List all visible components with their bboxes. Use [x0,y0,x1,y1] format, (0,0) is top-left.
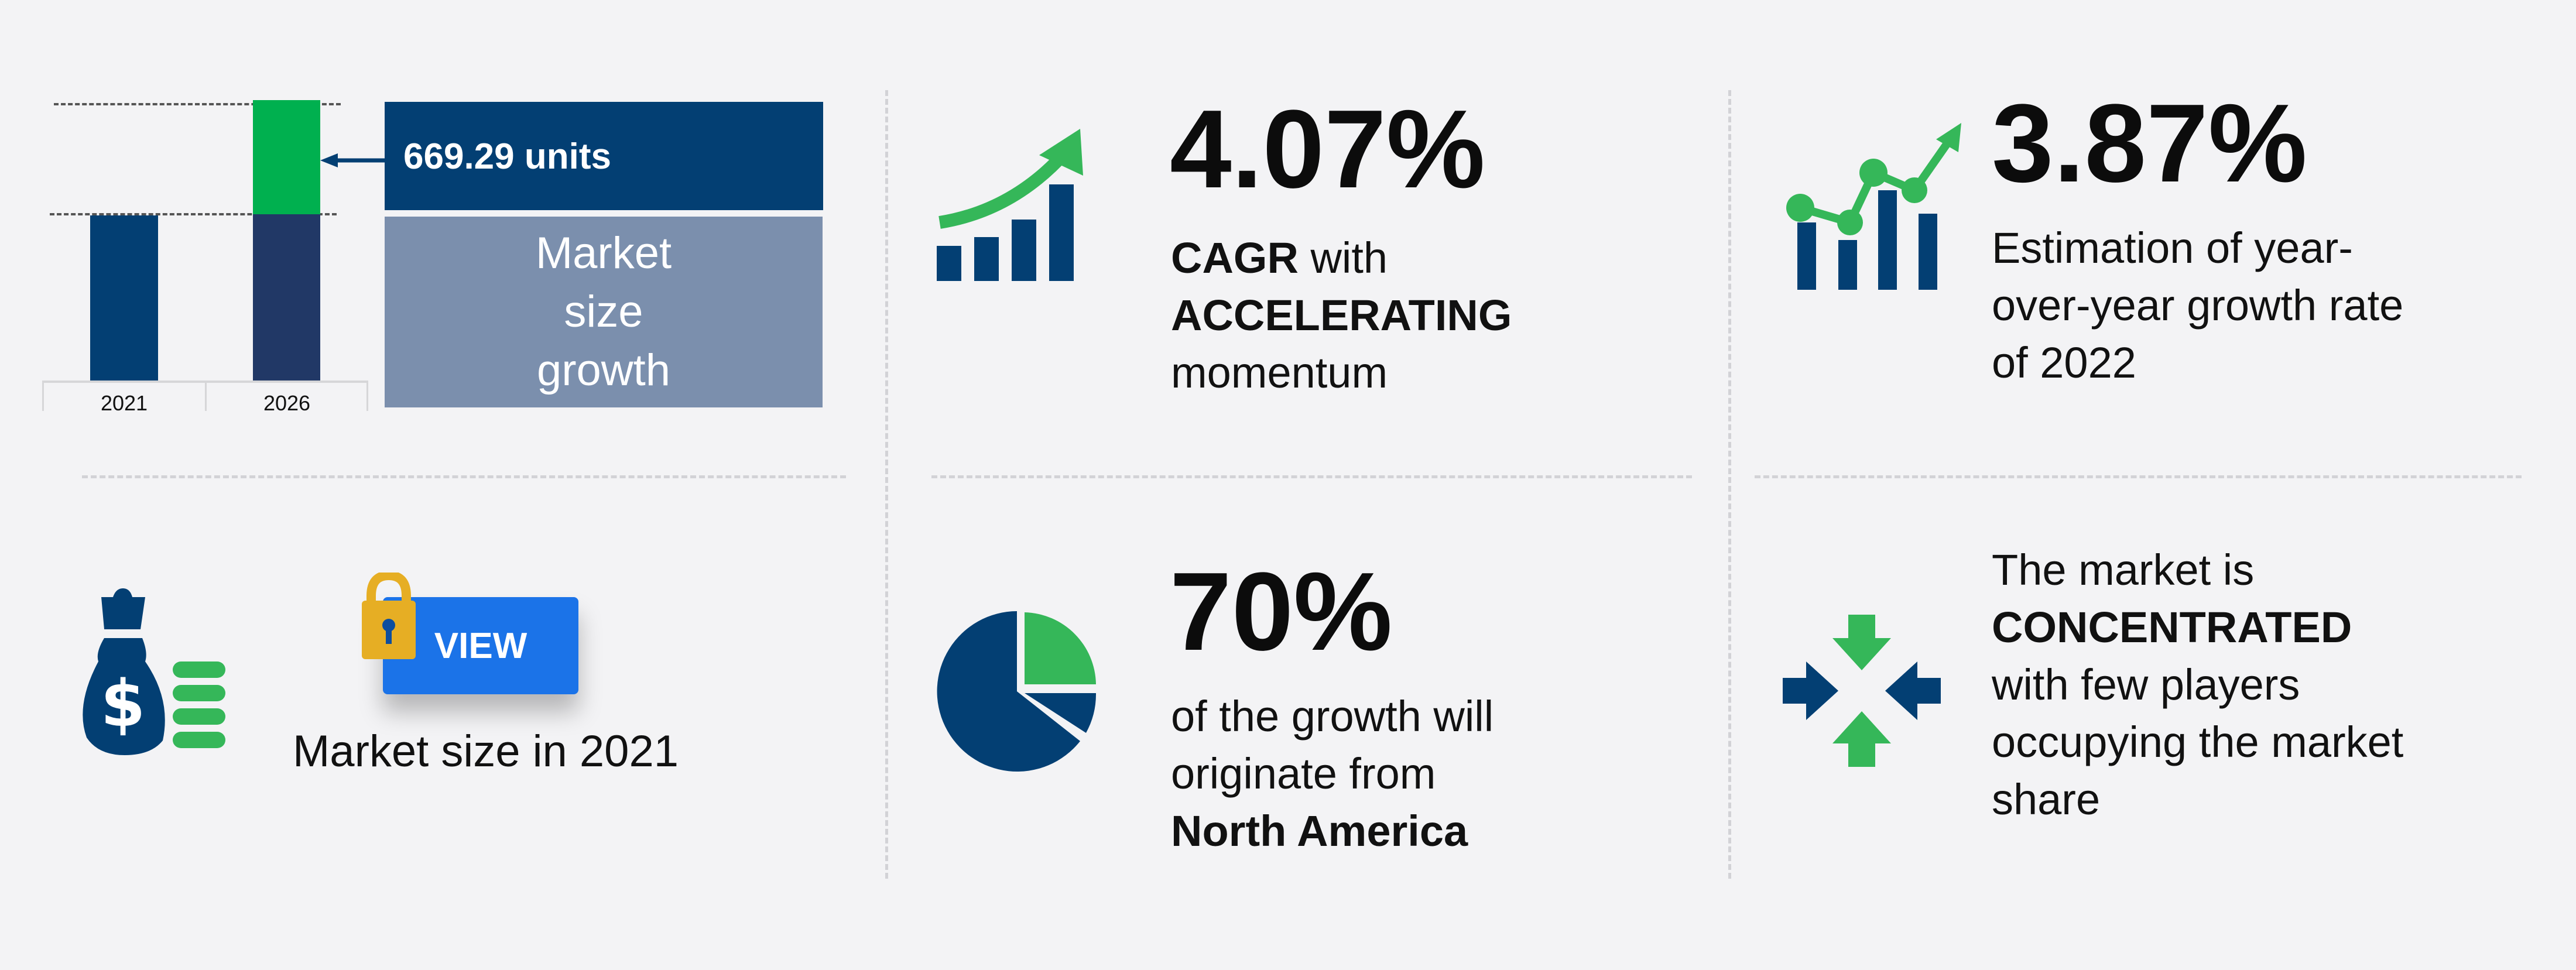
bar-2026-base [253,214,320,381]
concentrated-label: CONCENTRATED [1992,603,2352,652]
cagr-label-rest: with [1298,234,1388,282]
pie-chart-icon [937,611,1097,772]
x-label-2026: 2026 [263,391,311,415]
market-size-2021-label: Market size in 2021 [293,726,679,776]
arrow-left-icon [320,153,386,167]
yoy-value: 3.87% [1992,81,2307,205]
concentration-line: The market is [1992,546,2255,594]
divider-vertical-1 [885,90,888,879]
growth-chart-icon [1786,123,1961,290]
yoy-line: of 2022 [1992,338,2136,387]
market-size-growth-label: Market size growth [535,228,672,395]
increment-value-box: 669.29 units [385,102,823,210]
increment-value: 669.29 units [403,136,611,177]
bar-2021 [90,215,158,381]
svg-text:$: $ [101,666,146,741]
reference-line-base [50,213,337,215]
concentration-line: share [1992,775,2101,824]
market-size-growth-box: Market size growth [385,217,823,407]
concentration-line: with few players [1992,660,2300,709]
converging-arrows-icon [1783,615,1941,767]
view-button-label: VIEW [434,625,527,666]
money-bag-icon: $ [83,588,225,755]
axis-tick [366,381,368,411]
divider-horizontal-3 [1755,475,2522,478]
region-description: of the growth will originate from North … [1171,688,1493,860]
concentration-description: The market is CONCENTRATED with few play… [1992,541,2403,828]
yoy-line: Estimation of year- [1992,224,2353,272]
bar-2026-increment [253,100,320,214]
divider-horizontal-2 [931,475,1692,478]
axis-tick [42,381,44,411]
divider-horizontal-1 [82,475,846,478]
concentration-line: occupying the market [1992,718,2404,766]
region-name: North America [1171,807,1468,855]
divider-vertical-2 [1728,90,1731,879]
x-label-2021: 2021 [100,391,148,415]
cagr-value: 4.07% [1170,87,1485,211]
axis-tick [205,381,207,411]
region-share-value: 70% [1170,550,1393,674]
region-line: of the growth will [1171,692,1494,741]
yoy-description: Estimation of year- over-year growth rat… [1992,220,2403,392]
momentum-label: momentum [1171,348,1388,397]
cagr-description: CAGR with ACCELERATING momentum [1171,229,1512,402]
reference-line-top [54,103,341,105]
accelerating-label: ACCELERATING [1171,291,1512,340]
cagr-label: CAGR [1171,234,1299,282]
yoy-line: over-year growth rate [1992,281,2404,330]
lock-icon [362,573,416,659]
region-line: originate from [1171,749,1436,798]
rising-bars-arrow-icon [937,129,1083,281]
